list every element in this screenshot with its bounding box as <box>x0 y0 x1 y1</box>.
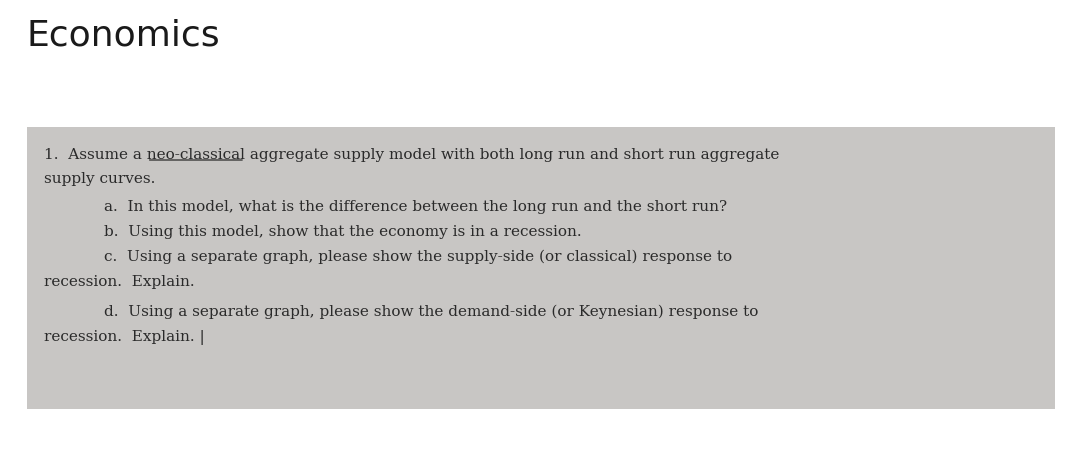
Text: d.  Using a separate graph, please show the demand-side (or Keynesian) response : d. Using a separate graph, please show t… <box>104 304 758 318</box>
Text: recession.  Explain. |: recession. Explain. | <box>44 329 205 344</box>
Text: a.  In this model, what is the difference between the long run and the short run: a. In this model, what is the difference… <box>104 200 727 213</box>
Text: 1.  Assume a: 1. Assume a <box>44 148 147 162</box>
Text: b.  Using this model, show that the economy is in a recession.: b. Using this model, show that the econo… <box>104 224 582 238</box>
Text: supply curves.: supply curves. <box>44 172 156 186</box>
Text: 1.  Assume a neo-classical aggregate supply model with both long run and short r: 1. Assume a neo-classical aggregate supp… <box>44 148 780 162</box>
Text: c.  Using a separate graph, please show the supply-side (or classical) response : c. Using a separate graph, please show t… <box>104 249 732 264</box>
Text: recession.  Explain.: recession. Explain. <box>44 274 194 288</box>
Text: Economics: Economics <box>27 18 220 52</box>
Text: neo-classical: neo-classical <box>0 0 98 14</box>
FancyBboxPatch shape <box>27 128 1055 409</box>
